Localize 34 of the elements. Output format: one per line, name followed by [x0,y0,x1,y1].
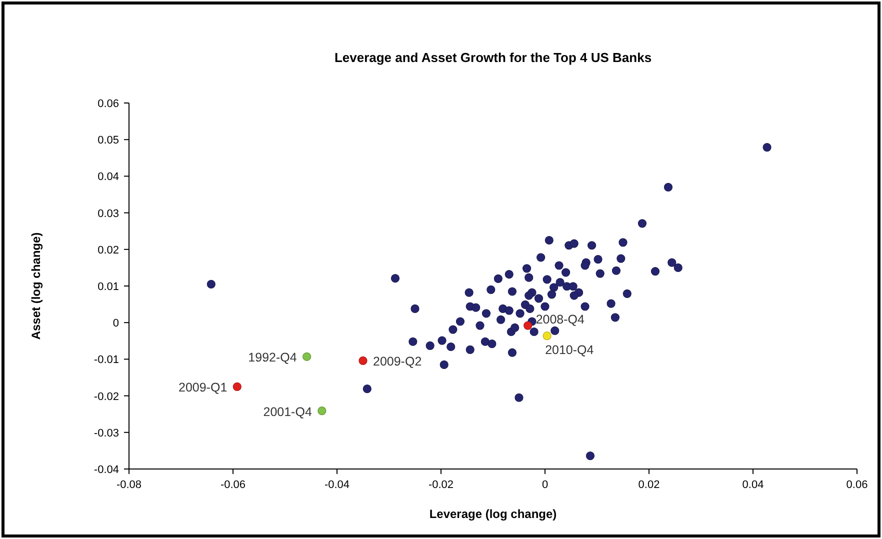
x-axis-title: Leverage (log change) [429,507,557,521]
y-tick-label: 0 [112,318,119,330]
annotation: 2009-Q2 [373,354,422,369]
annotation: 2008-Q4 [536,312,585,327]
point [318,406,326,416]
x-tick-label: -0.08 [116,479,142,491]
y-tick-label: -0.01 [94,354,119,366]
point [524,321,532,330]
y-axis-title: Asset (log change) [29,232,43,340]
y-tick-label: 0.06 [98,98,119,110]
point [302,352,312,361]
annotation: 2001-Q4 [263,404,312,419]
x-tick-label: 0.02 [638,479,660,491]
y-tick-label: -0.02 [94,390,119,403]
y-tick-label: -0.03 [94,427,119,440]
y-tick-label: 0.02 [98,244,119,256]
chart-title: Leverage and Asset Growth for the Top 4 US Banks [334,50,652,65]
y-tick-label: 0.05 [98,134,119,147]
x-tick-label: -0.06 [220,479,246,491]
y-tick-label: -0.04 [94,464,119,476]
point [358,356,368,365]
x-tick-label: -0.02 [428,479,454,491]
annotation: 1992-Q4 [248,350,297,365]
y-tick-label: 0.03 [98,208,119,220]
y-tick-label: 0.01 [98,281,119,293]
x-tick-label: 0 [542,479,548,491]
x-tick-label: -0.04 [324,479,350,491]
annotation: 2009-Q1 [178,380,228,395]
point [232,382,242,391]
x-tick-label: 0.06 [846,479,868,491]
point [542,331,552,340]
x-tick-label: 0.04 [742,479,764,491]
annotation: 2010-Q4 [545,342,594,357]
y-tick-label: 0.04 [98,171,119,184]
